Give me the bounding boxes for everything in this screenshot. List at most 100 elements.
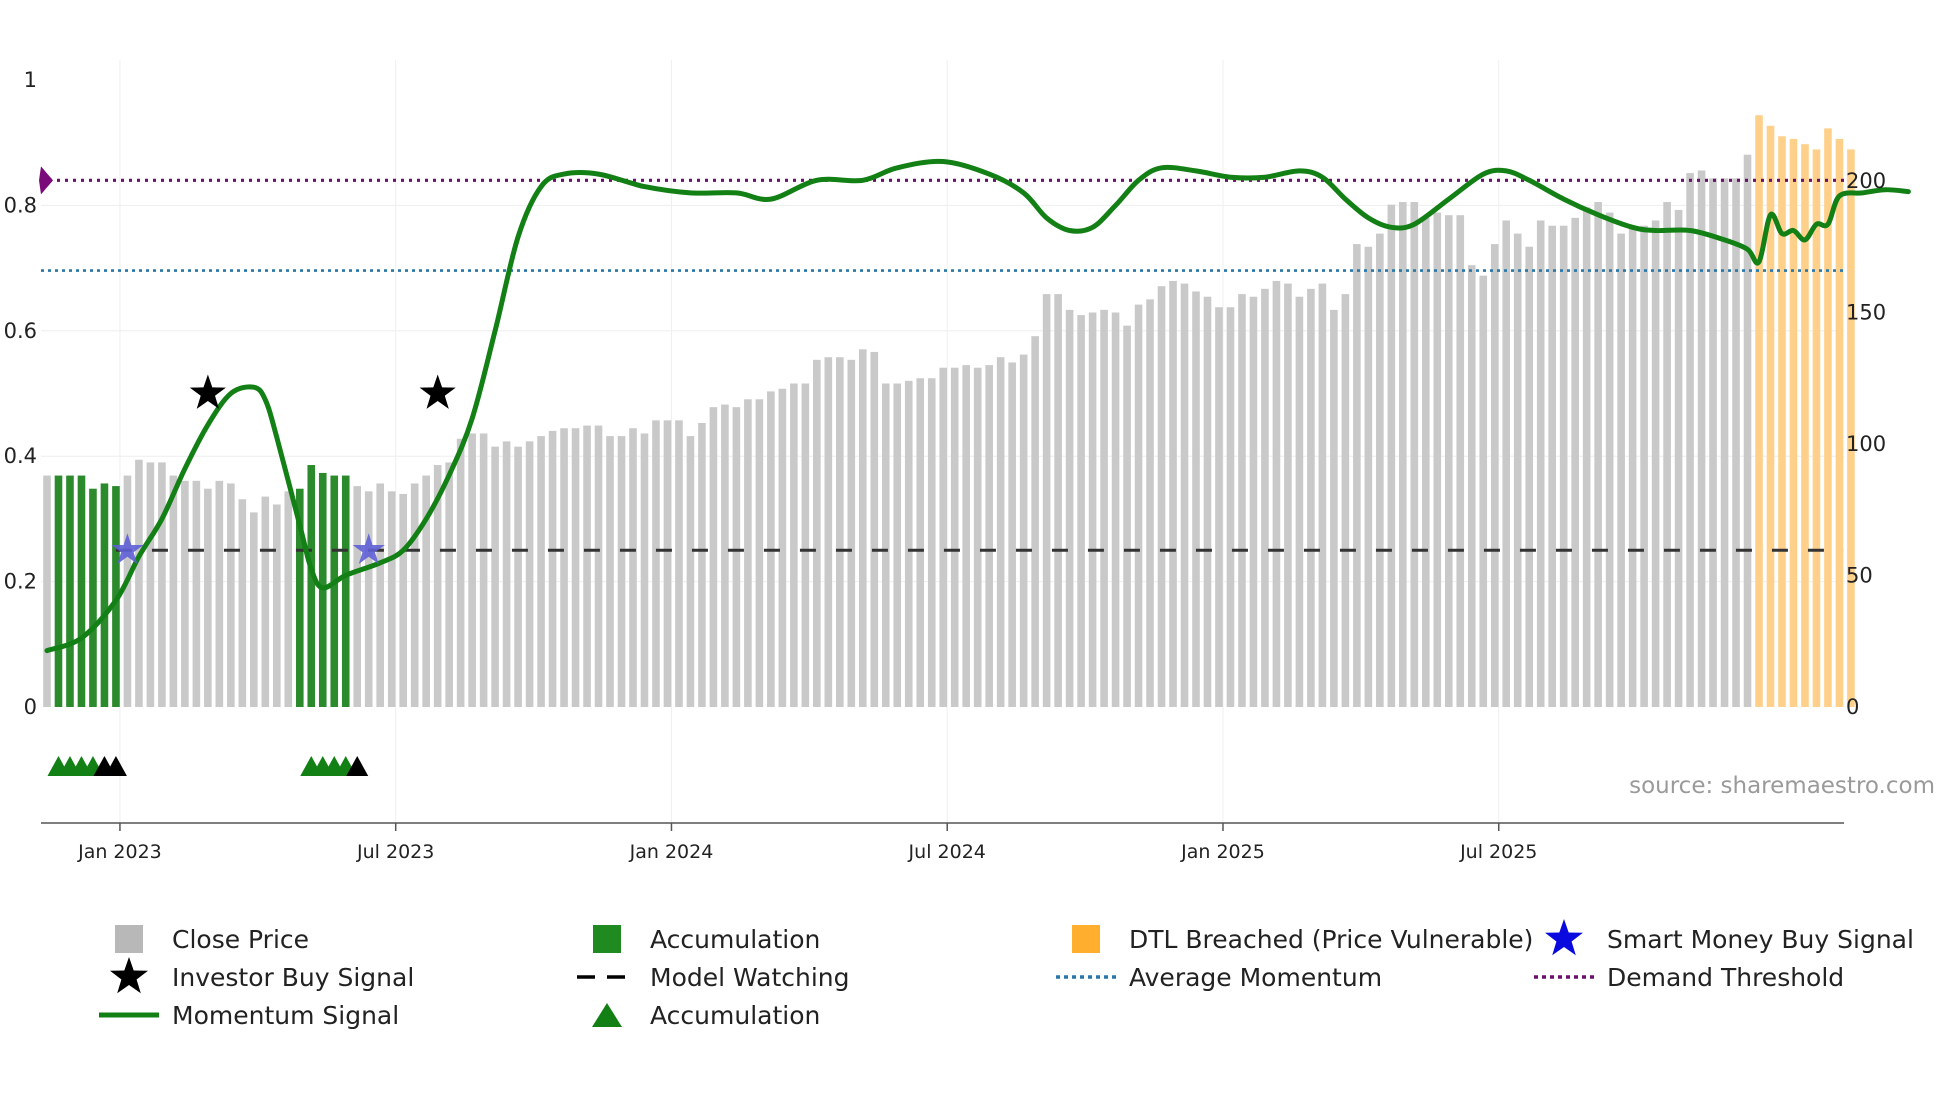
legend-swatch xyxy=(593,925,621,953)
price-bar xyxy=(571,428,580,707)
x-tick-label: Jul 2023 xyxy=(356,841,434,863)
price-bar xyxy=(744,399,752,707)
price-bar xyxy=(916,378,925,707)
y-left-tick-label: 0.4 xyxy=(4,444,37,468)
legend-label: DTL Breached (Price Vulnerable) xyxy=(1129,925,1533,954)
price-bar xyxy=(1582,207,1591,708)
price-bar xyxy=(755,399,764,707)
price-bar xyxy=(364,491,373,707)
price-bar xyxy=(1513,233,1522,707)
price-bar xyxy=(1766,125,1775,707)
price-bar xyxy=(962,365,970,707)
price-bar xyxy=(606,436,614,707)
price-bar xyxy=(1318,283,1327,707)
price-bar xyxy=(525,441,534,707)
x-tick-label: Jan 2023 xyxy=(77,841,162,863)
price-bar xyxy=(1376,233,1384,707)
price-bar xyxy=(100,483,109,707)
price-bar xyxy=(801,383,810,707)
price-bar xyxy=(422,475,430,707)
price-bar xyxy=(1732,178,1740,707)
price-bar xyxy=(858,349,867,707)
price-bar xyxy=(135,459,143,707)
legend-item: Model Watching xyxy=(577,963,850,992)
legend-item: Average Momentum xyxy=(1056,963,1382,992)
price-bar xyxy=(1525,246,1534,707)
price-bar xyxy=(1215,307,1223,707)
y-left-tick-label: 0.6 xyxy=(4,319,37,343)
price-bar xyxy=(732,407,741,707)
price-bar xyxy=(54,475,63,707)
price-bar xyxy=(192,480,201,707)
price-bar xyxy=(985,365,993,707)
price-bar xyxy=(1031,336,1039,707)
price-bar xyxy=(1778,136,1786,708)
price-bar xyxy=(1847,149,1855,707)
price-bar xyxy=(1663,202,1671,708)
legend-item: Accumulation xyxy=(593,925,820,954)
price-bar xyxy=(629,428,637,707)
price-bar xyxy=(514,446,522,707)
legend-item: Accumulation xyxy=(592,1001,820,1030)
y-right-tick-label: 50 xyxy=(1846,564,1873,588)
price-bar xyxy=(1019,354,1028,707)
price-bar xyxy=(686,436,695,707)
x-tick-label: Jul 2025 xyxy=(1459,841,1537,863)
price-bar xyxy=(1008,362,1016,707)
price-bar xyxy=(1272,280,1281,707)
y-left-tick-label: 0.2 xyxy=(4,570,37,594)
price-bar xyxy=(1628,225,1637,707)
price-bar xyxy=(1226,307,1235,707)
price-bar xyxy=(1571,217,1579,707)
price-bar xyxy=(698,422,706,707)
legend-swatch xyxy=(1072,925,1100,953)
price-bar xyxy=(43,475,51,707)
price-bar xyxy=(1238,294,1246,707)
price-bar xyxy=(1364,246,1373,707)
y-right-tick-label: 0 xyxy=(1846,695,1859,719)
legend-label: Demand Threshold xyxy=(1607,963,1844,992)
price-bar xyxy=(376,483,385,707)
price-bar xyxy=(399,493,407,707)
price-bar xyxy=(1755,115,1763,707)
price-bar xyxy=(663,420,672,707)
price-bar xyxy=(1123,325,1131,707)
price-bar xyxy=(491,446,499,707)
price-bar xyxy=(1422,217,1430,707)
price-bar xyxy=(1100,309,1108,707)
price-bar xyxy=(410,483,419,707)
legend-triangle-icon xyxy=(592,1003,622,1027)
price-bar xyxy=(330,475,339,707)
investor-buy-signal-star xyxy=(419,374,456,409)
axes: Jan 2023 Jul 2023 Jan 2024 Jul 2024 Jan 2025… xyxy=(4,68,1887,863)
legend-item: Investor Buy Signal xyxy=(110,957,414,994)
price-bar xyxy=(445,462,453,707)
legend-label: Investor Buy Signal xyxy=(172,963,414,992)
price-bar xyxy=(146,462,155,707)
price-bar xyxy=(1307,288,1315,707)
price-bar xyxy=(227,483,235,707)
price-bar xyxy=(1077,315,1085,707)
legend-label: Smart Money Buy Signal xyxy=(1607,925,1914,954)
price-bar xyxy=(1548,225,1556,707)
price-bar xyxy=(284,491,293,707)
legend-item: Momentum Signal xyxy=(99,1001,399,1030)
price-bar xyxy=(652,420,660,707)
price-bar xyxy=(1824,128,1832,707)
legend-item: DTL Breached (Price Vulnerable) xyxy=(1072,925,1533,954)
price-bar xyxy=(1743,154,1752,707)
price-bar xyxy=(1801,144,1809,707)
y-left-tick-label: 0.8 xyxy=(4,193,37,217)
price-bar xyxy=(1640,225,1648,707)
legend-label: Close Price xyxy=(172,925,309,954)
price-bar xyxy=(836,357,844,707)
price-bar xyxy=(1559,225,1568,707)
legend-item: Close Price xyxy=(115,925,309,954)
legend-star-icon xyxy=(110,957,148,994)
momentum-signal-line xyxy=(44,158,1911,654)
y-right-tick-label: 150 xyxy=(1846,301,1886,325)
price-bar xyxy=(1720,178,1729,707)
legend-label: Momentum Signal xyxy=(172,1001,399,1030)
price-bar xyxy=(640,433,649,707)
price-bar xyxy=(1444,215,1453,707)
